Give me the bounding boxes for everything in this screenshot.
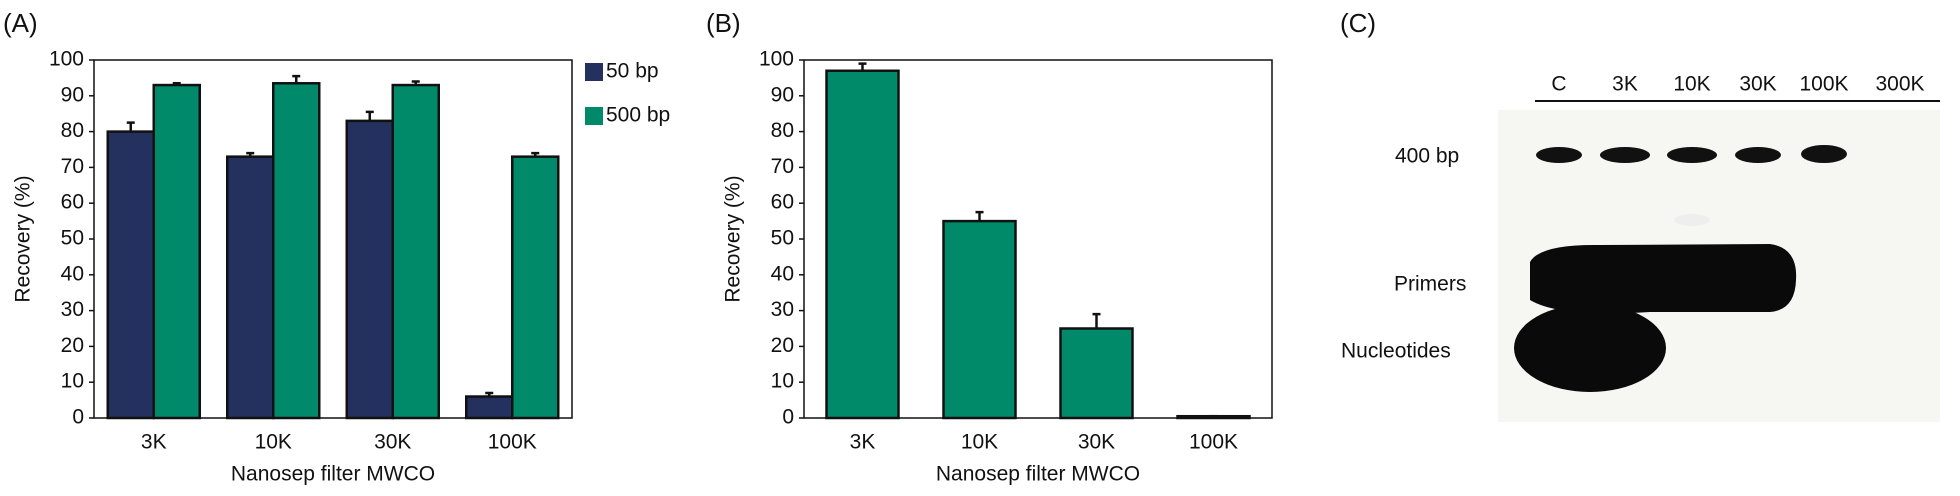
y-axis-label: Recovery (%) xyxy=(12,175,35,302)
bar xyxy=(345,119,394,420)
x-tick-label: 3K xyxy=(850,431,876,454)
y-tick-label: 20 xyxy=(61,334,84,357)
gel-bands xyxy=(1514,145,1847,392)
error-bar xyxy=(975,210,984,222)
y-tick-label: 40 xyxy=(771,262,794,285)
x-tick-label: 30K xyxy=(374,431,411,454)
lane-label: 30K xyxy=(1739,73,1776,96)
y-tick-label: 40 xyxy=(61,262,84,285)
legend-swatch xyxy=(585,63,603,81)
y-tick-label: 70 xyxy=(61,155,84,178)
y-tick-label: 80 xyxy=(61,119,84,142)
x-tick-label: 100K xyxy=(1189,431,1238,454)
bar xyxy=(152,83,201,420)
x-tick-label: 10K xyxy=(961,431,998,454)
y-tick-label: 10 xyxy=(771,370,794,393)
x-axis-label: Nanosep filter MWCO xyxy=(231,463,435,486)
band-label: 400 bp xyxy=(1395,145,1459,168)
band-label: Nucleotides xyxy=(1341,340,1451,363)
y-tick-label: 50 xyxy=(61,227,84,250)
y-tick-label: 50 xyxy=(771,227,794,250)
legend-swatch xyxy=(585,107,603,125)
bar xyxy=(942,219,1017,420)
panel-label: (C) xyxy=(1340,8,1376,38)
legend-label: 50 bp xyxy=(606,60,659,83)
y-tick-label: 60 xyxy=(771,191,794,214)
y-tick-label: 0 xyxy=(72,406,84,429)
lane-label: C xyxy=(1551,73,1566,96)
bar xyxy=(226,155,275,420)
x-tick-label: 3K xyxy=(141,431,167,454)
bar xyxy=(511,155,560,420)
x-axis-label: Nanosep filter MWCO xyxy=(936,463,1140,486)
bar xyxy=(106,130,155,420)
bar xyxy=(465,395,514,420)
y-tick-label: 90 xyxy=(61,83,84,106)
error-bar xyxy=(172,82,181,86)
error-bar xyxy=(292,74,301,84)
error-bar xyxy=(246,151,255,157)
x-tick-label: 10K xyxy=(255,431,292,454)
y-tick-label: 60 xyxy=(61,191,84,214)
error-bar xyxy=(531,151,540,157)
error-bar xyxy=(485,391,494,397)
error-bar xyxy=(858,62,867,71)
error-bar xyxy=(126,121,135,132)
y-tick-label: 100 xyxy=(759,48,794,71)
bar xyxy=(272,82,321,420)
y-tick-label: 100 xyxy=(49,48,84,71)
error-bar xyxy=(411,80,420,86)
y-tick-label: 80 xyxy=(771,119,794,142)
y-tick-label: 20 xyxy=(771,334,794,357)
plot-frame xyxy=(803,59,1273,419)
error-bar xyxy=(1092,312,1101,329)
lane-label: 10K xyxy=(1673,73,1710,96)
error-bar xyxy=(365,110,374,121)
band-label: Primers xyxy=(1394,273,1466,296)
y-tick-label: 90 xyxy=(771,83,794,106)
y-tick-label: 30 xyxy=(61,298,84,321)
y-tick-label: 30 xyxy=(771,298,794,321)
panel-label: (B) xyxy=(706,8,741,38)
lane-label: 300K xyxy=(1875,73,1924,96)
bar xyxy=(1059,327,1134,420)
lane-label: 3K xyxy=(1612,73,1638,96)
bar xyxy=(825,69,900,420)
x-tick-label: 100K xyxy=(488,431,537,454)
y-tick-label: 70 xyxy=(771,155,794,178)
plot-frame xyxy=(93,59,573,419)
bar xyxy=(391,83,440,420)
legend-label: 500 bp xyxy=(606,104,670,127)
y-tick-label: 0 xyxy=(782,406,794,429)
panel-label: (A) xyxy=(3,8,38,38)
y-tick-label: 10 xyxy=(61,370,84,393)
y-axis-label: Recovery (%) xyxy=(722,175,745,302)
x-tick-label: 30K xyxy=(1078,431,1115,454)
lane-label: 100K xyxy=(1799,73,1848,96)
